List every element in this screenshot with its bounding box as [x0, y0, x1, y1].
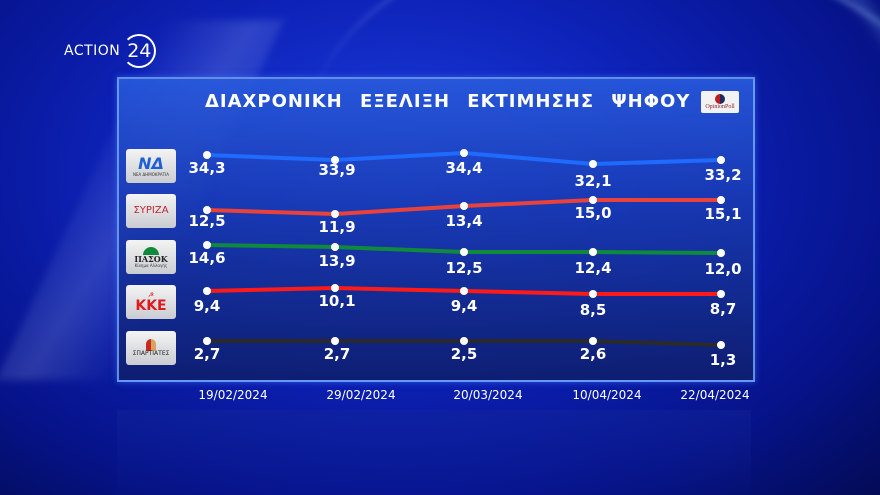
x-tick-label: 10/04/2024	[572, 388, 642, 402]
value-label-spartiates: 2,6	[579, 345, 607, 363]
value-label-syriza: 11,9	[318, 218, 356, 236]
channel-logo: ACTION 24	[64, 34, 157, 68]
x-tick-label: 20/03/2024	[453, 388, 523, 402]
opinionpoll-logo: OpinionPoll	[701, 91, 739, 113]
value-label-syriza: 12,5	[188, 212, 226, 230]
value-label-spartiates: 2,7	[323, 345, 351, 363]
value-label-kke: 8,7	[709, 300, 737, 318]
value-label-kke: 9,4	[193, 297, 221, 315]
panel-reflection	[117, 410, 751, 495]
value-label-nd: 32,1	[574, 172, 612, 190]
value-label-nd: 34,3	[188, 159, 226, 177]
x-tick-label: 22/04/2024	[680, 388, 750, 402]
x-tick-label: 29/02/2024	[326, 388, 396, 402]
value-label-kke: 9,4	[450, 297, 478, 315]
party-logo-pasok: ΠΑΣΟΚ Κίνημα Αλλαγής	[126, 240, 176, 274]
value-label-kke: 10,1	[318, 292, 356, 310]
value-label-syriza: 13,4	[445, 212, 483, 230]
value-label-nd: 33,9	[318, 161, 356, 179]
channel-name: ACTION	[64, 43, 121, 59]
party-logo-spartiates: ΣΠΑΡΤΙΑΤΕΣ	[126, 331, 176, 365]
party-logo-syriza: ΣΥΡΙΖΑ	[126, 194, 176, 228]
x-tick-label: 19/02/2024	[198, 388, 268, 402]
party-logo-nd: ΝΔ ΝΕΑ ΔΗΜΟΚΡΑΤΙΑ	[126, 149, 176, 183]
line-chart	[203, 149, 725, 349]
party-logo-kke: ☭ ΚΚΕ	[126, 285, 176, 319]
value-label-spartiates: 1,3	[709, 351, 737, 369]
value-label-nd: 34,4	[445, 159, 483, 177]
value-label-kke: 8,5	[579, 301, 607, 319]
value-label-pasok: 12,0	[704, 260, 742, 278]
value-label-pasok: 14,6	[188, 249, 226, 267]
chart-panel: ΔΙΑΧΡΟΝΙΚΗ ΕΞΕΛΙΞΗ ΕΚΤΙΜΗΣΗΣ ΨΗΦΟΥ Opini…	[117, 77, 755, 382]
spartan-helmet-icon	[146, 339, 156, 351]
value-label-pasok: 13,9	[318, 252, 356, 270]
value-label-syriza: 15,1	[704, 205, 742, 223]
data-point-markers	[203, 149, 725, 349]
pasok-sun-icon	[143, 246, 159, 255]
value-label-pasok: 12,4	[574, 259, 612, 277]
value-label-spartiates: 2,7	[193, 345, 221, 363]
channel-number: 24	[122, 34, 157, 68]
chart-title: ΔΙΑΧΡΟΝΙΚΗ ΕΞΕΛΙΞΗ ΕΚΤΙΜΗΣΗΣ ΨΗΦΟΥ	[205, 91, 691, 112]
value-label-spartiates: 2,5	[450, 345, 478, 363]
opinionpoll-icon	[715, 94, 725, 104]
hammer-sickle-icon: ☭	[147, 291, 155, 299]
value-label-syriza: 15,0	[574, 204, 612, 222]
value-label-pasok: 12,5	[445, 259, 483, 277]
value-label-nd: 33,2	[704, 166, 742, 184]
